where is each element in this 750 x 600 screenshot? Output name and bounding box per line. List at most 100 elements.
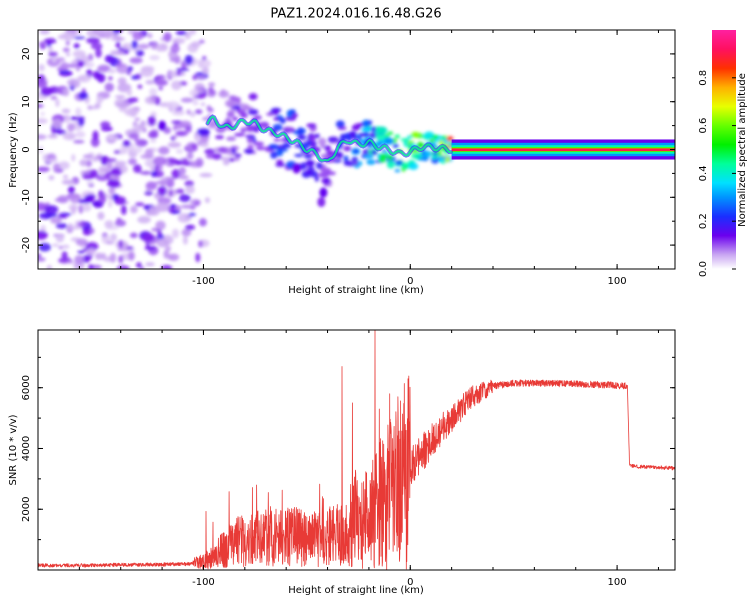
spectrogram-ridge-blob <box>428 138 436 143</box>
spectrogram-noise-blob <box>145 79 156 85</box>
spectrogram-noise-blob <box>182 235 188 245</box>
spectrogram-noise-blob <box>198 39 205 44</box>
spectrogram-noise-blob <box>190 41 201 48</box>
spectrogram-noise-blob <box>67 63 78 68</box>
spectrogram-noise-blob <box>116 265 130 269</box>
spectrogram-noise-blob <box>189 89 199 97</box>
spectrogram-ridge-blob <box>349 130 357 137</box>
spectrogram-noise-blob <box>50 217 62 224</box>
spectrogram-noise-blob <box>106 161 113 170</box>
spectrogram-noise-blob <box>113 164 125 169</box>
spectrogram-noise-blob <box>45 213 58 218</box>
spectrogram-noise-blob <box>55 98 60 108</box>
spectrogram-noise-blob <box>55 129 67 135</box>
spectrogram-noise-blob <box>65 52 71 57</box>
spectrogram-ridge-core <box>206 115 452 162</box>
snr-xtick-label: -100 <box>192 577 215 588</box>
spectrogram-noise-blob <box>61 251 68 260</box>
spectrogram-noise-blob <box>122 140 131 147</box>
spectrogram-ridge-blob <box>335 120 345 128</box>
spectrogram-noise-blob <box>38 257 46 262</box>
spectrogram-noise-blob <box>104 54 115 64</box>
snr-x-axis-label: Height of straight line (km) <box>288 585 424 596</box>
spectrogram-noise-blob <box>108 187 116 195</box>
spectrogram-noise-blob <box>169 57 179 63</box>
spectrogram-ridge-blob <box>400 138 410 142</box>
spectrogram-noise-blob <box>185 224 196 231</box>
spectrogram-y-axis-label: Frequency (Hz) <box>8 112 19 188</box>
spectrogram-noise-blob <box>58 245 64 250</box>
spectrogram-ridge-blob <box>420 151 426 155</box>
spectrogram-noise-blob <box>167 141 182 148</box>
spectrogram-ridge-blob <box>314 175 319 182</box>
spectrogram-noise-blob <box>150 96 157 102</box>
spectrogram-noise-blob <box>51 243 59 247</box>
spectrogram-noise-blob <box>191 143 198 150</box>
figure-title: PAZ1.2024.016.16.48.G26 <box>270 7 441 22</box>
spectrogram-noise-blob <box>195 252 201 263</box>
spectrogram-noise-blob <box>86 180 94 185</box>
spectrogram-noise-blob <box>50 95 58 100</box>
spectrogram-noise-blob <box>98 194 107 204</box>
spectrogram-noise-blob <box>145 181 158 191</box>
spectrogram-noise-layer <box>38 30 456 269</box>
spectrogram-ridge-blob <box>286 110 293 118</box>
colorbar-tick-label: 0.4 <box>698 165 709 181</box>
spectrogram-ridge-blob <box>316 162 323 170</box>
spectrogram-ridge-blob <box>308 135 316 142</box>
spectrogram-noise-blob <box>59 69 70 74</box>
spectrogram-ridge-blob <box>363 154 374 159</box>
spectrogram-ridge-blob <box>386 160 395 169</box>
snr-ytick-label: 4000 <box>21 436 32 461</box>
spectrogram-noise-blob <box>56 57 66 62</box>
spectrogram-noise-blob <box>97 64 111 73</box>
spectrogram-ridge-blob <box>255 146 266 151</box>
spectrogram-noise-blob <box>43 38 57 44</box>
spectrogram-ridge-blob <box>233 156 240 162</box>
spectrogram-noise-blob <box>156 44 163 52</box>
spectrogram-noise-blob <box>166 101 180 110</box>
snr-xtick-label: 100 <box>608 577 627 588</box>
spectrogram-noise-blob <box>87 264 95 269</box>
spectrogram-ridge-blob <box>401 162 410 170</box>
spectrogram-noise-blob <box>115 41 121 49</box>
spectrogram-noise-blob <box>66 78 80 87</box>
spectrogram-noise-blob <box>147 33 153 39</box>
spectrogram-noise-blob <box>151 228 159 232</box>
spectrogram-noise-blob <box>138 123 146 130</box>
spectrogram-noise-blob <box>90 137 100 148</box>
spectrogram-noise-blob <box>140 154 155 160</box>
spectrogram-noise-blob <box>62 132 76 141</box>
snr-ytick-label: 6000 <box>21 375 32 400</box>
spectrogram-patch <box>158 120 167 131</box>
spectrogram-noise-blob <box>134 117 140 121</box>
spectrogram-noise-blob <box>200 102 206 107</box>
spectrogram-ridge-blob <box>432 134 439 139</box>
spectrogram-noise-blob <box>149 87 158 97</box>
spectrogram-noise-blob <box>168 70 179 78</box>
spectrogram-ridge-blob <box>367 145 373 149</box>
spectrogram-ridge-blob <box>366 159 376 165</box>
spectrogram-noise-blob <box>38 253 42 258</box>
spectrogram-ridge-blob <box>379 153 388 159</box>
spectrogram-noise-blob <box>48 175 55 181</box>
spectrogram-noise-blob <box>77 116 85 127</box>
spectrogram-noise-blob <box>38 134 47 140</box>
spectrogram-ridge-blob <box>347 135 352 143</box>
spectrogram-noise-blob <box>67 123 75 132</box>
spectrogram-noise-blob <box>124 108 139 117</box>
spectrogram-noise-blob <box>152 156 167 166</box>
spectrogram-noise-blob <box>94 102 101 109</box>
spectrogram-noise-blob <box>171 80 182 91</box>
spectrogram-noise-blob <box>198 240 203 248</box>
spectrogram-ridge-blob <box>240 112 248 119</box>
spectrogram-noise-blob <box>38 41 46 47</box>
spectrogram-noise-blob <box>61 179 76 185</box>
spectrogram-noise-blob <box>77 222 86 227</box>
spectrogram-noise-blob <box>126 89 133 96</box>
spectrogram-noise-blob <box>107 135 119 140</box>
spectrogram-noise-blob <box>193 200 201 207</box>
spectrogram-noise-blob <box>40 112 45 116</box>
spectrogram-noise-blob <box>133 164 142 174</box>
spectrogram-noise-blob <box>110 233 117 242</box>
